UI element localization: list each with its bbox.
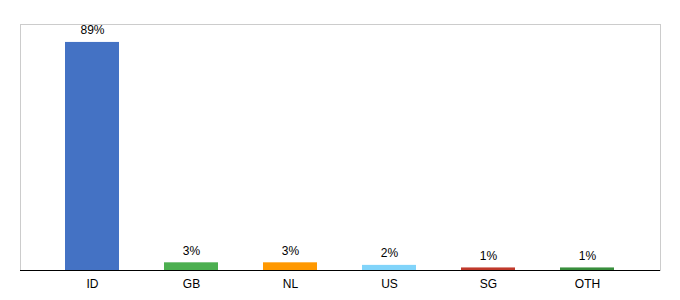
svg-text:1%: 1% (579, 249, 597, 263)
svg-text:ID: ID (87, 277, 99, 291)
svg-text:3%: 3% (183, 244, 201, 258)
svg-text:NL: NL (283, 277, 299, 291)
svg-text:2%: 2% (381, 246, 399, 260)
svg-text:OTH: OTH (575, 277, 600, 291)
svg-text:US: US (381, 277, 398, 291)
svg-text:3%: 3% (282, 244, 300, 258)
svg-text:1%: 1% (480, 249, 498, 263)
svg-text:GB: GB (183, 277, 200, 291)
svg-text:89%: 89% (80, 23, 104, 37)
svg-text:SG: SG (480, 277, 497, 291)
